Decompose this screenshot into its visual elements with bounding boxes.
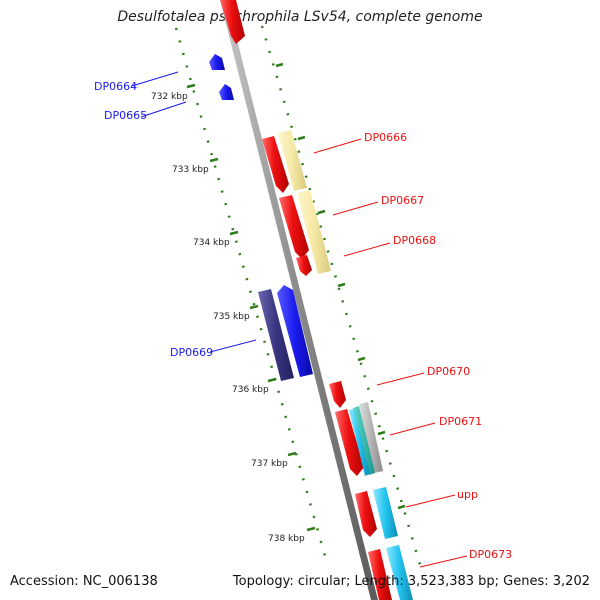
gene-DP0666[interactable] <box>262 136 289 193</box>
gene-DP0671-homolog-cyan[interactable] <box>349 409 370 476</box>
gene-label-DP0664[interactable]: DP0664 <box>94 80 137 93</box>
gene-label-DP0670[interactable]: DP0670 <box>427 365 470 378</box>
kbp-tick-label: 734 kbp <box>193 238 230 248</box>
gene-upp[interactable] <box>355 491 377 537</box>
kbp-tick-label: 736 kbp <box>232 385 269 395</box>
gene-label-DP0665[interactable]: DP0665 <box>104 109 147 122</box>
gene-DP0671-homolog-gray[interactable] <box>359 402 383 473</box>
gene-DP0667[interactable] <box>279 195 309 259</box>
kbp-tick-label: 733 kbp <box>172 165 209 175</box>
gene-DP0667-homolog[interactable] <box>297 190 331 274</box>
genome-summary: Topology: circular; Length: 3,523,383 bp… <box>232 574 590 589</box>
gene-label-DP0671[interactable]: DP0671 <box>439 415 482 428</box>
gene-DP0669[interactable] <box>277 285 313 377</box>
kbp-tick-label: 735 kbp <box>213 312 250 322</box>
gene-DP0673[interactable] <box>368 549 392 600</box>
gene-features <box>209 0 413 600</box>
gene-DP0666-homolog[interactable] <box>278 130 307 191</box>
gene-DP0664[interactable] <box>209 54 225 70</box>
gene-label-DP0666[interactable]: DP0666 <box>364 131 407 144</box>
gene-upp-homolog[interactable] <box>373 487 398 539</box>
gene-DP0665[interactable] <box>219 84 234 100</box>
label-leader-lines <box>131 71 468 568</box>
right-gene-labels: DP0666 DP0667 DP0668 DP0670 DP0671 upp D… <box>364 131 512 561</box>
gene-DP0671[interactable] <box>335 409 364 476</box>
kbp-tick-label: 732 kbp <box>151 92 188 102</box>
gene-label-upp[interactable]: upp <box>457 488 478 501</box>
right-major-ticks <box>275 62 406 510</box>
left-major-ticks <box>186 83 316 532</box>
gene-label-DP0669[interactable]: DP0669 <box>170 346 213 359</box>
gene-DP0670[interactable] <box>329 381 346 408</box>
genome-backbone <box>220 0 378 600</box>
left-gene-labels: DP0664 DP0665 DP0669 <box>94 80 213 359</box>
right-tick-track <box>260 25 425 576</box>
map-title: Desulfotalea psychrophila LSv54, complet… <box>117 9 483 25</box>
gene-arrow-top[interactable] <box>220 0 245 44</box>
gene-DP0673-homolog[interactable] <box>386 545 413 600</box>
gene-label-DP0668[interactable]: DP0668 <box>393 234 436 247</box>
gene-DP0671-homolog-teal[interactable] <box>353 406 375 475</box>
gene-DP0669-homolog[interactable] <box>258 289 294 381</box>
gene-label-DP0667[interactable]: DP0667 <box>381 194 424 207</box>
left-tick-track <box>174 27 327 557</box>
gene-label-DP0673[interactable]: DP0673 <box>469 548 512 561</box>
gene-DP0668[interactable] <box>296 255 312 276</box>
kbp-tick-labels: 732 kbp 733 kbp 734 kbp 735 kbp 736 kbp … <box>151 92 305 544</box>
accession-label: Accession: NC_006138 <box>10 574 158 589</box>
kbp-tick-label: 738 kbp <box>268 534 305 544</box>
kbp-tick-label: 737 kbp <box>251 459 288 469</box>
